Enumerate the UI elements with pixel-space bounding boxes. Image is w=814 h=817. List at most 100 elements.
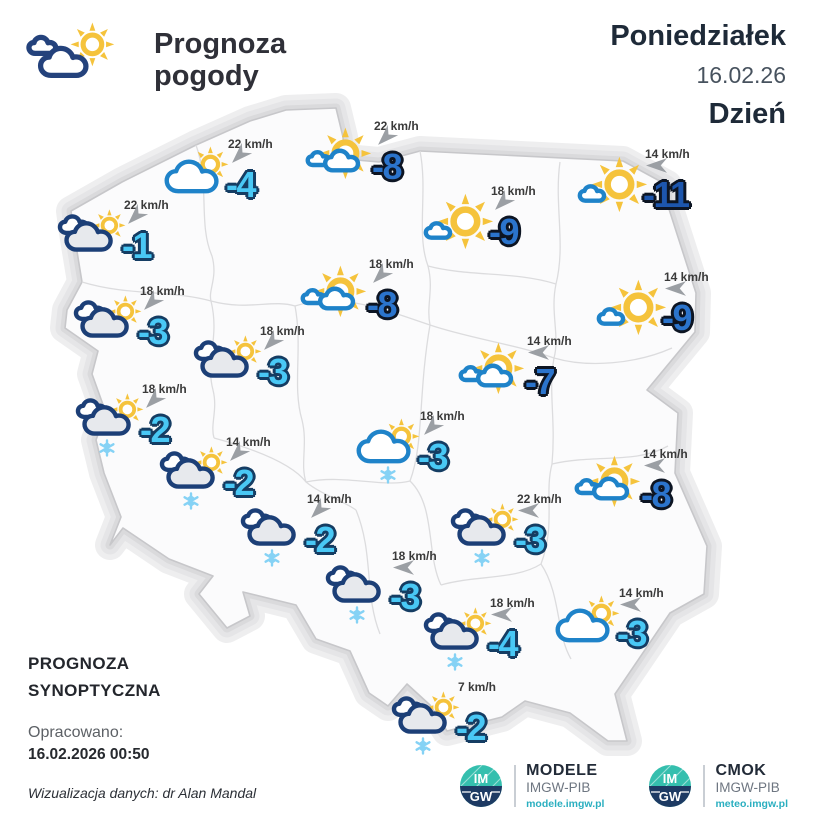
- cloud-sun-icon: [161, 145, 233, 209]
- wind-direction-arrow: [491, 607, 512, 622]
- wind-speed-label: 14 km/h: [307, 492, 352, 506]
- wind-direction-arrow: [393, 560, 414, 575]
- wind-direction-arrow: [232, 142, 253, 163]
- forecast-type-line1: PROGNOZA: [28, 654, 130, 673]
- temperature-label: -3: [258, 351, 289, 392]
- forecast-type-title: PROGNOZA SYNOPTYCZNA: [28, 650, 161, 704]
- logo-divider: [703, 765, 706, 807]
- wind-direction-arrow: [528, 345, 549, 360]
- clouds-sun-icon: [73, 293, 144, 356]
- temperature-label: -8: [372, 146, 403, 187]
- wind-direction-arrow: [644, 458, 665, 473]
- wind-speed-label: 14 km/h: [527, 334, 572, 348]
- cloud-sun-snow-icon: [353, 417, 425, 484]
- wind-speed-label: 18 km/h: [420, 409, 465, 423]
- clouds-sun-snow-icon: [450, 501, 521, 567]
- wind-direction-arrow: [311, 497, 332, 518]
- wind-speed-label: 18 km/h: [140, 284, 185, 298]
- temperature-label: -2: [456, 707, 487, 748]
- wind-speed-label: 22 km/h: [228, 137, 273, 151]
- wind-speed-label: 22 km/h: [124, 198, 169, 212]
- wind-direction-arrow: [373, 262, 394, 283]
- logo-name: MODELE: [526, 762, 598, 779]
- clouds-sun-icon: [57, 207, 128, 270]
- header-right: Poniedziałek 16.02.26 Dzień: [610, 20, 786, 131]
- temperature-label: -4: [226, 164, 257, 205]
- clouds-sun-snow-icon: [391, 689, 462, 755]
- temperature-label: -9: [489, 211, 520, 252]
- region-borders: [81, 144, 673, 660]
- wind-direction-arrow: [518, 503, 539, 518]
- wind-speed-label: 14 km/h: [619, 586, 664, 600]
- sun-cloud-icon: [424, 192, 496, 256]
- wind-direction-arrow: [144, 289, 165, 310]
- prepared-block: Opracowano: 16.02.2026 00:50: [28, 722, 161, 765]
- logo-initials-bottom: GW: [659, 789, 682, 804]
- temperature-label: -3: [515, 519, 546, 560]
- wind-speed-label: 18 km/h: [260, 324, 305, 338]
- temperature-label: -2: [140, 409, 171, 450]
- wind-speed-label: 22 km/h: [374, 119, 419, 133]
- temperature-label: -3: [390, 576, 421, 617]
- prepared-label: Opracowano:: [28, 724, 124, 741]
- logo-texts: CMOK IMGW-PIB meteo.imgw.pl: [715, 762, 788, 810]
- wind-speed-label: 22 km/h: [517, 492, 562, 506]
- wind-speed-label: 18 km/h: [490, 596, 535, 610]
- clouds-sun-snow-icon: [423, 605, 494, 671]
- wind-direction-arrow: [230, 440, 251, 461]
- temperature-label: -3: [617, 613, 648, 654]
- temperature-label: -4: [488, 623, 519, 664]
- temperature-label: -3: [138, 311, 169, 352]
- cloud-sun-icon: [552, 594, 624, 658]
- wind-direction-arrow: [424, 414, 445, 435]
- wind-direction-arrow: [646, 158, 667, 173]
- temperature-label: -1: [122, 225, 153, 266]
- logo-org: IMGW-PIB: [526, 780, 591, 795]
- wind-speed-label: 14 km/h: [226, 435, 271, 449]
- wind-direction-arrow: [128, 203, 149, 224]
- sun-clouds-icon: [307, 127, 379, 191]
- sun-cloud-icon: [597, 278, 669, 342]
- logo-initials-bottom: GW: [470, 789, 493, 804]
- wind-direction-arrow: [378, 124, 399, 145]
- clouds-sun-snow-icon: [159, 444, 230, 510]
- clouds-snow-icon: [240, 500, 312, 567]
- imgw-logo-icon: IM GW: [460, 765, 503, 807]
- footer-left: PROGNOZA SYNOPTYCZNA Opracowano: 16.02.2…: [28, 650, 161, 765]
- logo-url: meteo.imgw.pl: [715, 798, 788, 810]
- temperature-label: -7: [525, 361, 556, 402]
- wind-speed-label: 14 km/h: [643, 447, 688, 461]
- clouds-snow-icon: [325, 557, 397, 624]
- header-left: Prognoza pogody: [26, 20, 286, 98]
- sun-clouds-icon: [460, 342, 532, 406]
- forecast-type-line2: SYNOPTYCZNA: [28, 681, 161, 700]
- wind-speed-label: 18 km/h: [369, 257, 414, 271]
- wind-speed-label: 14 km/h: [645, 147, 690, 161]
- wind-speed-label: 18 km/h: [392, 549, 437, 563]
- app-title-line2: pogody: [154, 60, 259, 92]
- clouds-sun-snow-icon: [75, 391, 146, 457]
- wind-direction-arrow: [264, 329, 285, 350]
- logo-initials-top: IM: [663, 771, 677, 786]
- temperature-label: -3: [418, 436, 449, 477]
- cmok-logo: IM GW CMOK IMGW-PIB meteo.imgw.pl: [648, 762, 788, 810]
- logo-initials-top: IM: [474, 771, 488, 786]
- sun-clouds-icon: [302, 265, 374, 329]
- wind-direction-arrow: [495, 189, 516, 210]
- logo-url: modele.imgw.pl: [526, 798, 605, 810]
- wind-direction-arrow: [146, 387, 167, 408]
- wind-speed-label: 7 km/h: [458, 680, 497, 694]
- clouds-sun-icon: [193, 333, 264, 396]
- temperature-label: -8: [367, 284, 398, 325]
- wind-speed-label: 18 km/h: [491, 184, 536, 198]
- modele-logo: IM GW MODELE IMGW-PIB modele.imgw.pl: [459, 762, 604, 810]
- wind-speed-label: 18 km/h: [142, 382, 187, 396]
- imgw-logo-icon: IM GW: [649, 765, 692, 807]
- logo-divider: [514, 765, 517, 807]
- logo-texts: MODELE IMGW-PIB modele.imgw.pl: [526, 762, 604, 810]
- app-title: Prognoza pogody: [154, 28, 286, 92]
- sun-cloud-icon: [578, 155, 650, 219]
- wind-direction-arrow: [620, 597, 641, 612]
